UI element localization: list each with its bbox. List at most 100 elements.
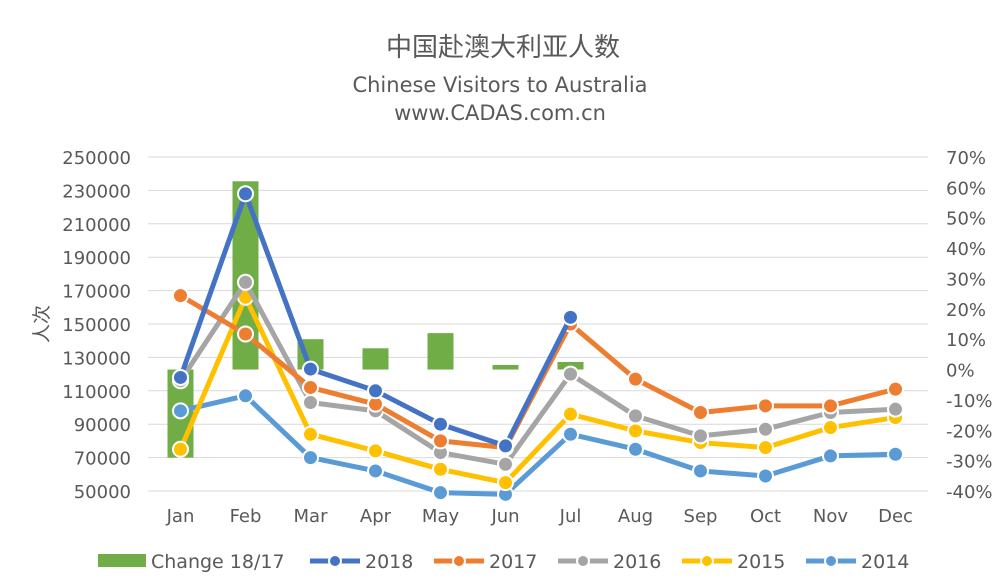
series-point-2017 bbox=[237, 325, 254, 343]
series-point-2016 bbox=[497, 455, 514, 473]
legend-label: 2016 bbox=[613, 551, 661, 573]
series-point-2017 bbox=[302, 378, 319, 396]
series-point-2015 bbox=[172, 440, 189, 458]
series-point-2017 bbox=[822, 397, 839, 415]
series-point-2017 bbox=[627, 370, 644, 388]
series-point-2014 bbox=[172, 402, 189, 420]
y-tick-label: 230000 bbox=[62, 181, 131, 202]
y-tick-label: 130000 bbox=[62, 348, 131, 369]
series-point-2015 bbox=[367, 442, 384, 460]
series-point-2018 bbox=[237, 185, 254, 203]
y-tick-label: 90000 bbox=[74, 415, 131, 436]
series-point-2014 bbox=[757, 467, 774, 485]
series-line-2015 bbox=[178, 294, 898, 486]
series-point-2015 bbox=[822, 419, 839, 437]
x-tick-label: May bbox=[422, 506, 460, 527]
legend-label: Change 18/17 bbox=[151, 551, 285, 573]
legend-swatch-bar bbox=[98, 554, 146, 567]
y2-tick-label: 40% bbox=[946, 239, 986, 260]
y2-tick-label: 0% bbox=[946, 361, 975, 382]
series-point-2016 bbox=[627, 407, 644, 425]
y-tick-label: 70000 bbox=[74, 449, 131, 470]
series-point-2015 bbox=[562, 405, 579, 423]
left-axis-ticks: 50000 70000 90000 110000 130000 150000 170000 1… bbox=[62, 148, 131, 503]
y2-tick-label: 60% bbox=[946, 178, 986, 199]
x-tick-label: Aug bbox=[618, 506, 653, 527]
y2-tick-label: 10% bbox=[946, 330, 986, 351]
series-line-2014 bbox=[178, 393, 898, 497]
series-point-2014 bbox=[627, 440, 644, 458]
x-tick-label: Jun bbox=[490, 506, 519, 527]
x-tick-label: Feb bbox=[230, 506, 262, 527]
x-tick-label: Nov bbox=[813, 506, 848, 527]
y-tick-label: 50000 bbox=[74, 482, 131, 503]
legend-swatch-marker-2018 bbox=[328, 554, 342, 568]
right-axis-ticks: 70% 60% 50% 40% 30% 20% 10% 0% -10% -20% -30% -40% bbox=[946, 148, 993, 503]
y2-tick-label: 30% bbox=[946, 269, 986, 290]
series-point-2016 bbox=[887, 400, 904, 418]
series-line-2016 bbox=[178, 279, 898, 467]
series-point-2015 bbox=[757, 439, 774, 457]
y-tick-label: 210000 bbox=[62, 215, 131, 236]
x-axis-ticks: Jan Feb Mar Apr May Jun Jul Aug Sep Oct Nov Dec bbox=[166, 506, 913, 527]
legend-label: 2014 bbox=[861, 551, 909, 573]
y2-tick-label: -30% bbox=[946, 452, 993, 473]
y2-tick-label: 50% bbox=[946, 209, 986, 230]
series-point-2014 bbox=[887, 445, 904, 463]
y2-tick-label: 20% bbox=[946, 300, 986, 321]
legend-swatch-marker-2014 bbox=[824, 554, 838, 568]
series-point-2016 bbox=[237, 273, 254, 291]
y-tick-label: 110000 bbox=[62, 382, 131, 403]
series-point-2018 bbox=[302, 360, 319, 378]
y-tick-label: 150000 bbox=[62, 315, 131, 336]
line-series bbox=[172, 185, 904, 503]
series-point-2014 bbox=[432, 484, 449, 502]
x-tick-label: Mar bbox=[294, 506, 329, 527]
legend-swatch-marker-2015 bbox=[700, 554, 714, 568]
series-point-2017 bbox=[757, 397, 774, 415]
series-point-2014 bbox=[237, 387, 254, 405]
series-point-2016 bbox=[562, 365, 579, 383]
series-point-2014 bbox=[822, 447, 839, 465]
bar-change bbox=[362, 348, 389, 370]
x-tick-label: Oct bbox=[750, 506, 781, 527]
series-point-2017 bbox=[172, 287, 189, 305]
y-tick-label: 170000 bbox=[62, 282, 131, 303]
series-point-2018 bbox=[432, 415, 449, 433]
y2-tick-label: -40% bbox=[946, 482, 993, 503]
bar-change bbox=[492, 364, 519, 370]
series-point-2014 bbox=[562, 425, 579, 443]
chart-subtitle: Chinese Visitors to Australia bbox=[352, 73, 647, 97]
series-point-2016 bbox=[302, 393, 319, 411]
series-point-2015 bbox=[302, 425, 319, 443]
series-point-2015 bbox=[627, 422, 644, 440]
bar-change bbox=[427, 333, 454, 370]
y2-tick-label: -10% bbox=[946, 391, 993, 412]
series-point-2016 bbox=[757, 420, 774, 438]
legend-label: 2018 bbox=[365, 551, 413, 573]
series-point-2015 bbox=[432, 460, 449, 478]
series-point-2018 bbox=[497, 437, 514, 455]
y-axis-label: 人次 bbox=[31, 305, 53, 343]
chart-source: www.CADAS.com.cn bbox=[394, 101, 606, 125]
y-tick-label: 190000 bbox=[62, 248, 131, 269]
series-point-2014 bbox=[302, 449, 319, 467]
series-point-2018 bbox=[562, 308, 579, 326]
series-point-2017 bbox=[692, 404, 709, 422]
y2-tick-label: 70% bbox=[946, 148, 986, 169]
series-point-2018 bbox=[172, 368, 189, 386]
legend-label: 2015 bbox=[737, 551, 785, 573]
legend-label: 2017 bbox=[489, 551, 537, 573]
legend-swatch-marker-2016 bbox=[576, 554, 590, 568]
legend-swatch-marker-2017 bbox=[452, 554, 466, 568]
series-point-2016 bbox=[692, 427, 709, 445]
series-point-2017 bbox=[887, 380, 904, 398]
series-point-2015 bbox=[497, 474, 514, 492]
series-point-2014 bbox=[367, 462, 384, 480]
series-point-2017 bbox=[432, 432, 449, 450]
x-tick-label: Jul bbox=[559, 506, 582, 527]
chart-title: 中国赴澳大利亚人数 bbox=[386, 33, 620, 63]
x-tick-label: Apr bbox=[360, 506, 392, 527]
y2-tick-label: -20% bbox=[946, 421, 993, 442]
